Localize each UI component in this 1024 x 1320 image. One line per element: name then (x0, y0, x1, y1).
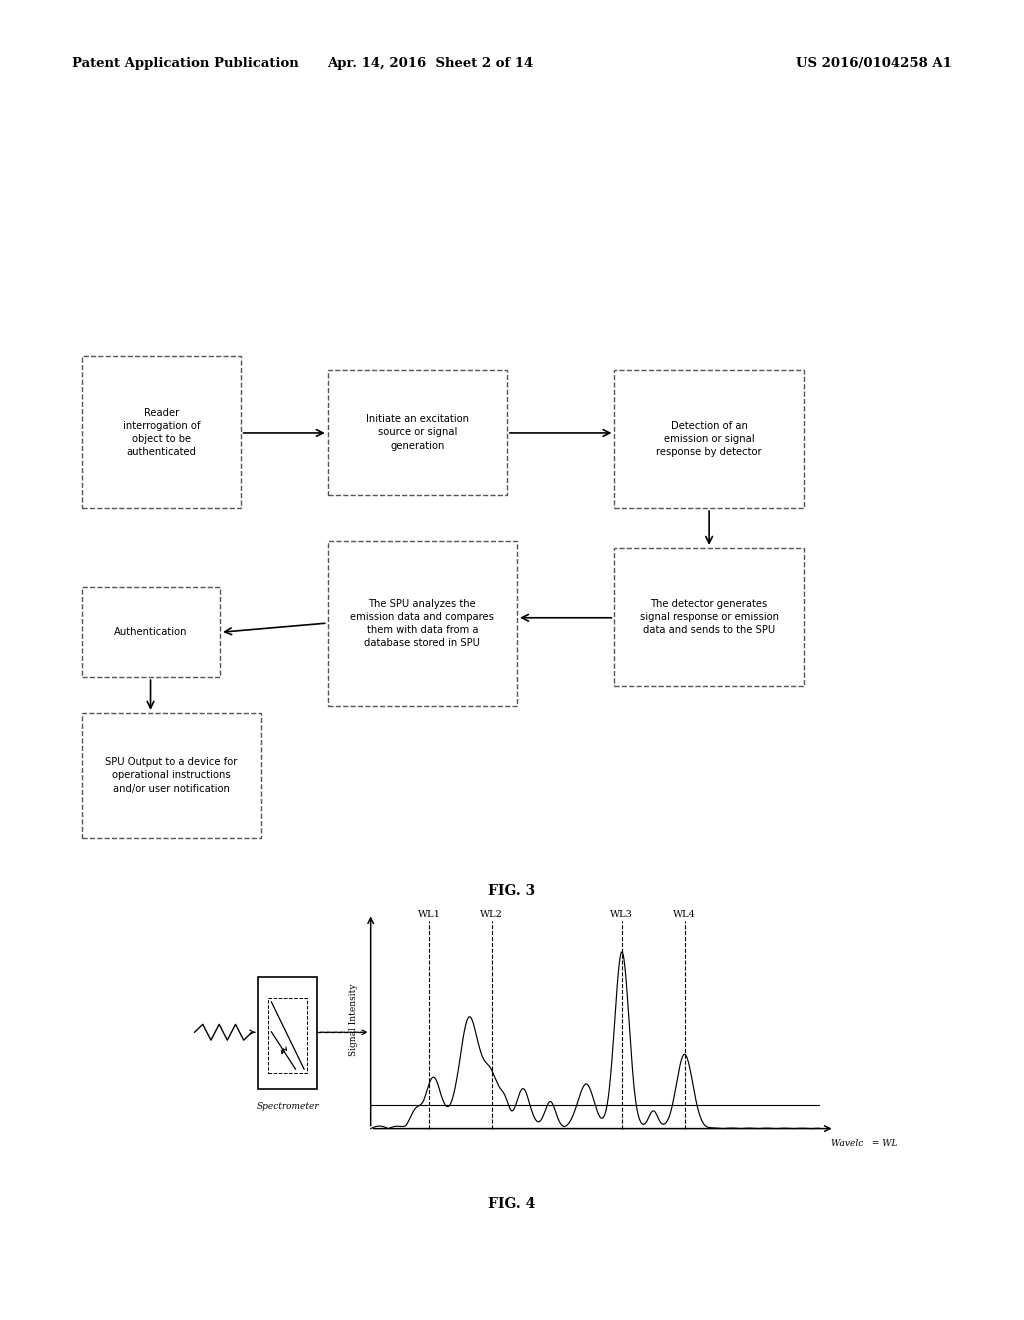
FancyBboxPatch shape (328, 541, 517, 706)
Text: FIG. 3: FIG. 3 (488, 884, 536, 898)
Text: WL4: WL4 (673, 909, 696, 919)
Text: The detector generates
signal response or emission
data and sends to the SPU: The detector generates signal response o… (640, 599, 778, 635)
Text: FIG. 4: FIG. 4 (488, 1197, 536, 1210)
FancyBboxPatch shape (82, 587, 220, 677)
Text: Patent Application Publication: Patent Application Publication (72, 57, 298, 70)
Text: Detection of an
emission or signal
response by detector: Detection of an emission or signal respo… (656, 421, 762, 457)
Text: Authentication: Authentication (115, 627, 187, 638)
FancyBboxPatch shape (614, 370, 804, 508)
Text: WL3: WL3 (610, 909, 633, 919)
Bar (268, 998, 307, 1073)
Text: Initiate an excitation
source or signal
generation: Initiate an excitation source or signal … (366, 414, 469, 450)
Text: Signal Intensity: Signal Intensity (349, 983, 358, 1056)
Bar (258, 977, 317, 1089)
FancyBboxPatch shape (328, 370, 507, 495)
FancyBboxPatch shape (614, 548, 804, 686)
Text: The SPU analyzes the
emission data and compares
them with data from a
database s: The SPU analyzes the emission data and c… (350, 599, 495, 648)
Text: Wavelc   = WL: Wavelc = WL (831, 1139, 898, 1148)
Text: Reader
interrogation of
object to be
authenticated: Reader interrogation of object to be aut… (123, 408, 200, 457)
Text: US 2016/0104258 A1: US 2016/0104258 A1 (797, 57, 952, 70)
Text: Apr. 14, 2016  Sheet 2 of 14: Apr. 14, 2016 Sheet 2 of 14 (327, 57, 534, 70)
Text: WL2: WL2 (480, 909, 503, 919)
Text: WL1: WL1 (418, 909, 440, 919)
FancyBboxPatch shape (82, 713, 261, 838)
Text: SPU Output to a device for
operational instructions
and/or user notification: SPU Output to a device for operational i… (105, 758, 238, 793)
FancyBboxPatch shape (82, 356, 241, 508)
Text: Spectrometer: Spectrometer (256, 1102, 319, 1111)
